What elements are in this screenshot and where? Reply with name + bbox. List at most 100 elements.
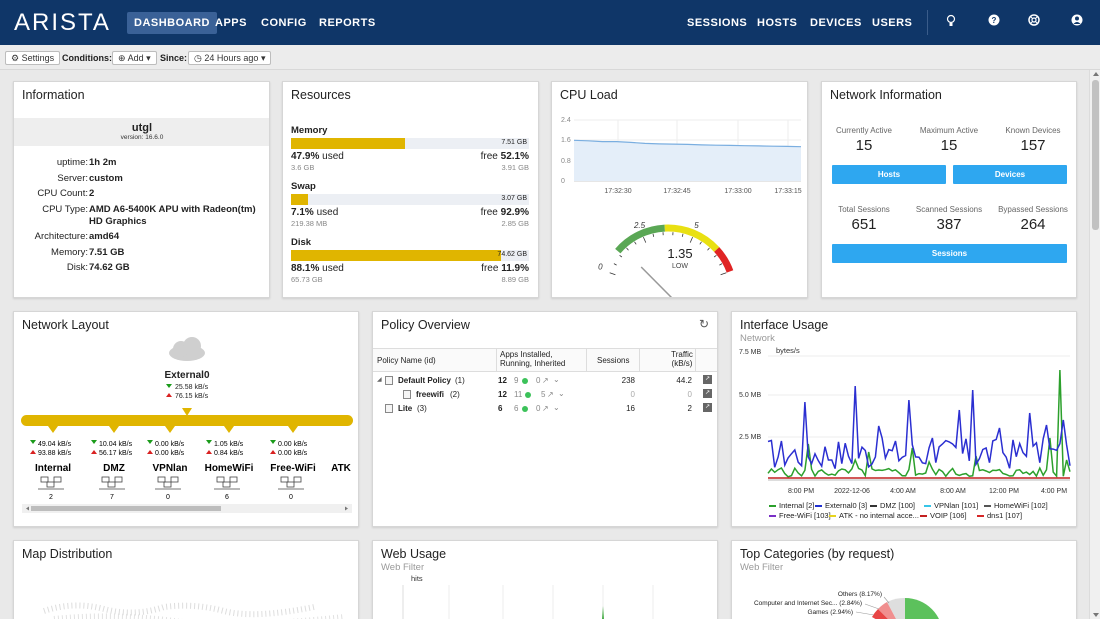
stat-label: Maximum Active (919, 126, 979, 135)
nav-dashboard[interactable]: DASHBOARD (127, 12, 217, 34)
arista-logo[interactable]: ARISTA (14, 9, 111, 36)
widget-subtitle: Web Filter (381, 562, 425, 573)
up-arrow-icon (147, 450, 153, 454)
nav-sessions[interactable]: SESSIONS (687, 17, 748, 29)
scroll-down-icon[interactable] (1093, 613, 1099, 617)
pie-slice (872, 609, 888, 619)
since-dropdown[interactable]: ◷ 24 Hours ago ▾ (188, 51, 272, 65)
lightbulb-icon[interactable] (943, 14, 959, 30)
edit-icon[interactable]: ↗ (703, 375, 712, 384)
edit-icon[interactable]: ↗ (703, 403, 712, 412)
table-row[interactable]: Lite (3) 6 6 0 ↗ ⌄ 16 2 ↗ (373, 403, 717, 417)
cloud-icon (169, 337, 205, 361)
gauge-status: LOW (672, 263, 688, 270)
used-size: 3.6 GB (291, 163, 315, 172)
y-tick: 0 (561, 178, 565, 185)
page-scrollbar[interactable] (1089, 70, 1100, 619)
scroll-up-icon[interactable] (1093, 72, 1099, 76)
col-sessions[interactable]: Sessions (597, 356, 630, 365)
apps-inherited: 5 (541, 390, 546, 399)
refresh-icon[interactable]: ↻ (699, 317, 710, 331)
hosts-button[interactable]: Hosts (832, 165, 946, 184)
devices-button[interactable]: Devices (953, 165, 1067, 184)
table-row[interactable]: ◢ Default Policy (1) 12 9 0 ↗ ⌄ 238 44.2 ↗ (373, 375, 717, 389)
legend-item[interactable]: dns1 [107] (977, 511, 1022, 520)
chevron-down-icon[interactable]: ⌄ (558, 389, 565, 398)
interface-0[interactable]: 49.04 kB/s 93.88 kB/s Internal 2 (30, 426, 72, 501)
world-map[interactable] (14, 541, 359, 619)
free-label: free (481, 263, 499, 274)
widget-subtitle: Network (740, 333, 775, 344)
external-name: External0 (164, 370, 209, 381)
col-traffic[interactable]: Traffic (kB/s) (671, 350, 693, 368)
legend-item[interactable]: External0 [3] (815, 501, 867, 510)
info-key: Server: (57, 173, 88, 184)
legend-item[interactable]: VPNlan [101] (924, 501, 978, 510)
horizontal-scrollbar-thumb[interactable] (31, 506, 221, 511)
expand-icon[interactable]: ◢ (377, 377, 382, 383)
interface-up: 93.88 kB/s (38, 450, 72, 457)
account-icon[interactable] (1069, 14, 1085, 30)
x-tick: 12:00 PM (989, 488, 1019, 495)
gauge-needle (640, 266, 673, 297)
stat-maximum-active: Maximum Active 15 (907, 126, 991, 154)
apps-inherited: 0 (536, 376, 541, 385)
scrollbar-thumb[interactable] (1092, 80, 1099, 230)
legend-label: Internal [2] (779, 501, 815, 510)
widget-title: Policy Overview (381, 318, 470, 332)
used-label: used (316, 207, 339, 218)
legend-item[interactable]: Internal [2] (769, 501, 814, 510)
col-apps[interactable]: Apps Installed, Running, Inherited (500, 350, 566, 368)
pie-label: Computer and Internet Sec... (2.84%) (754, 600, 862, 607)
x-tick: 2022-12-06 (834, 488, 870, 495)
widget-title: Interface Usage (740, 318, 829, 332)
stat-currently-active: Currently Active 15 (822, 126, 906, 154)
stat-value: 651 (851, 216, 877, 233)
interface-connector (288, 426, 298, 433)
legend-item[interactable]: ATK - no internal acce... (829, 511, 919, 520)
add-condition-button[interactable]: ⊕ Add ▾ (112, 51, 157, 65)
interface-3[interactable]: 1.05 kB/s 0.84 kB/s HomeWiFi 6 (205, 426, 254, 501)
legend-item[interactable]: VOIP [106] (920, 511, 967, 520)
edit-icon[interactable]: ↗ (703, 389, 712, 398)
network-layout-widget: Network Layout External0 25.58 kB/s 76.1… (13, 311, 359, 527)
stat-value: 157 (1020, 137, 1046, 154)
interface-2[interactable]: 0.00 kB/s 0.00 kB/s VPNlan 0 (147, 426, 188, 501)
gauge-tick-label: 0 (598, 262, 603, 271)
legend-label: ATK - no internal acce... (839, 511, 919, 520)
nav-users[interactable]: USERS (872, 17, 913, 29)
scroll-left-icon[interactable] (26, 506, 29, 511)
running-dot-icon (522, 406, 528, 412)
widget-title: Web Usage (381, 547, 447, 561)
free-label: free (480, 151, 498, 162)
scroll-right-icon[interactable] (345, 506, 348, 511)
nav-hosts[interactable]: HOSTS (757, 17, 798, 29)
up-arrow-icon (166, 393, 172, 397)
table-row[interactable]: freewifi (2) 12 11 5 ↗ ⌄ 0 0 ↗ (373, 389, 717, 403)
apps-inherited: 0 (536, 404, 541, 413)
settings-button[interactable]: ⚙ Settings (5, 51, 61, 65)
nav-apps[interactable]: APPS (215, 17, 247, 29)
pie-label: Games (2.94%) (807, 609, 853, 616)
nav-config[interactable]: CONFIG (261, 17, 307, 29)
caret-down-icon: ▾ (146, 53, 151, 63)
document-icon (403, 390, 411, 399)
legend-item[interactable]: DMZ [100] (870, 501, 915, 510)
gauge-tick-label: 5 (694, 221, 699, 230)
interface-4[interactable]: 0.00 kB/s 0.00 kB/s Free-WiFi 0 (270, 426, 316, 501)
support-icon[interactable] (1026, 14, 1042, 30)
col-policy-name[interactable]: Policy Name (id) (377, 356, 436, 365)
free-pct: 92.9% (500, 207, 529, 218)
legend-item[interactable]: HomeWiFi [102] (984, 501, 1048, 510)
help-icon[interactable]: ? (986, 14, 1002, 30)
sessions-button[interactable]: Sessions (832, 244, 1067, 263)
interface-1[interactable]: 10.04 kB/s 56.17 kB/s DMZ 7 (91, 426, 133, 501)
chevron-down-icon[interactable]: ⌄ (553, 375, 560, 384)
host-count: 0 (166, 494, 170, 501)
nav-devices[interactable]: DEVICES (810, 17, 862, 29)
chevron-down-icon[interactable]: ⌄ (553, 403, 560, 412)
legend-item[interactable]: Free-WiFi [103] (769, 511, 831, 520)
interface-5[interactable]: ATK (331, 463, 352, 474)
nav-reports[interactable]: REPORTS (319, 17, 376, 29)
widget-title: Map Distribution (22, 547, 113, 561)
